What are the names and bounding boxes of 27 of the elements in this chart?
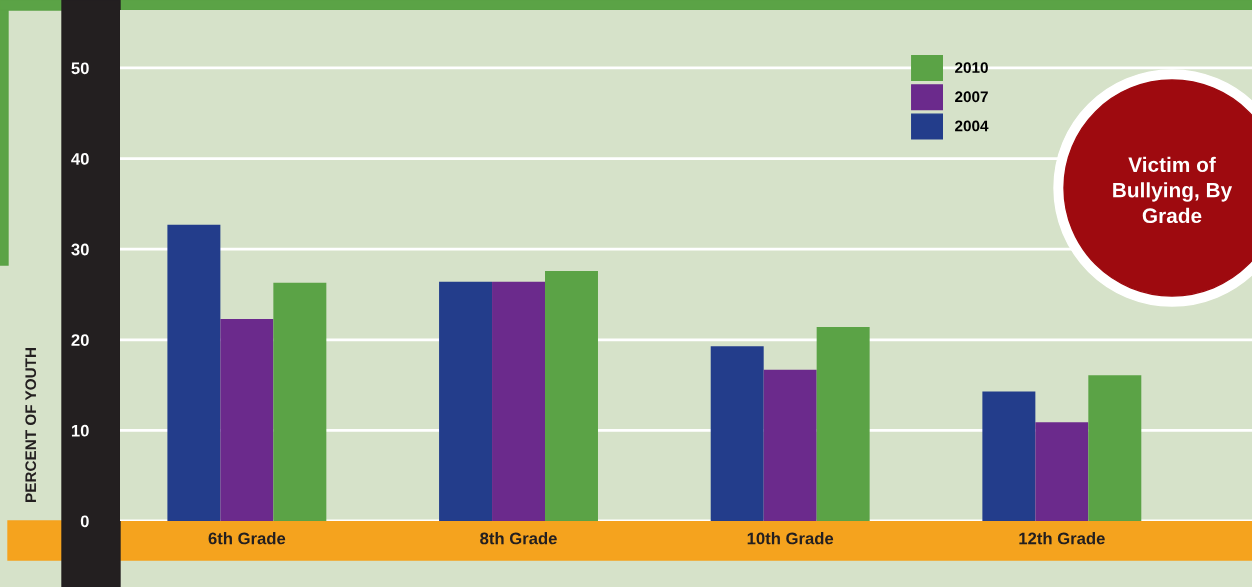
legend-label: 2010	[955, 62, 988, 74]
y-tick-label: 10	[71, 424, 89, 437]
bar	[1088, 375, 1142, 521]
x-tick-label: 10th Grade	[747, 532, 834, 545]
y-tick-label: 40	[71, 152, 89, 165]
y-tick-label: 0	[80, 515, 89, 528]
bar	[167, 224, 221, 521]
bar	[545, 270, 598, 521]
y-axis-title: PERCENT OF YOUTH	[25, 348, 37, 502]
x-tick-label: 8th Grade	[480, 532, 557, 545]
bar	[273, 282, 327, 521]
bar	[816, 327, 870, 521]
bar	[982, 391, 1036, 521]
bar	[763, 369, 817, 521]
y-tick-label: 20	[71, 334, 89, 346]
text: Victim of Bullying, By Grade	[1113, 156, 1233, 224]
y-tick-label: 50	[71, 62, 89, 75]
bar	[220, 318, 274, 521]
legend-label: 2007	[955, 91, 988, 103]
y-tick-label: 30	[71, 243, 89, 256]
bar	[1035, 422, 1089, 521]
x-tick-label: 12th Grade	[1019, 532, 1105, 545]
bar	[710, 346, 764, 521]
bar	[492, 281, 546, 521]
x-tick-label: 6th Grade	[208, 532, 286, 545]
bar	[439, 281, 493, 521]
legend-label: 2004	[955, 120, 989, 132]
